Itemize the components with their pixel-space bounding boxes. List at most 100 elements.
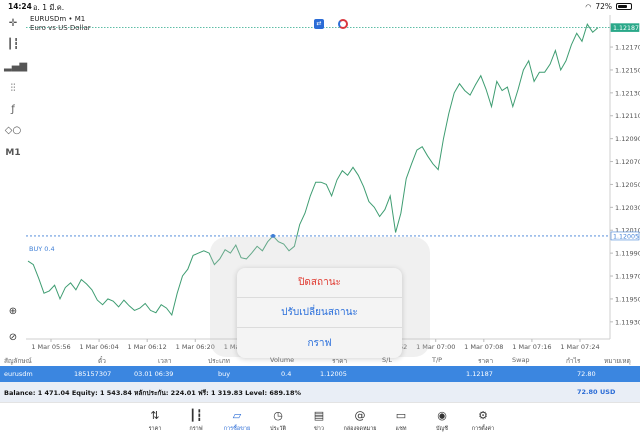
balance-summary: Balance: 1 471.04 Equity: 1 543.84 หลักป… <box>4 389 301 397</box>
battery-icon <box>616 3 632 10</box>
symbol-description: Euro vs US Dollar <box>30 24 91 32</box>
row-type: buy <box>218 370 231 378</box>
col-swap[interactable]: Swap <box>512 356 530 364</box>
x-tick-label: 1 Mar 06:12 <box>128 343 167 351</box>
tab-chat-label: แชท <box>395 426 407 432</box>
news-icon: ▤ <box>313 409 325 422</box>
y-tick-label: 1.12170 <box>615 44 640 52</box>
tab-settings[interactable]: ⚙ การตั้งค่า <box>463 409 503 433</box>
col-symbol[interactable]: สัญลักษณ์ <box>4 357 32 365</box>
one-click-trading-icon[interactable]: ⇄ <box>314 19 324 29</box>
arrows-updown-icon: ⇅ <box>150 409 160 422</box>
y-tick-label: 1.11930 <box>615 318 640 326</box>
chat-icon: ▭ <box>395 409 407 422</box>
tab-mailbox-label: กล่องจดหมาย <box>343 426 377 432</box>
current-price-tag: 1.12187 <box>613 25 639 32</box>
row-current-price: 1.12187 <box>466 370 493 378</box>
battery-fill <box>618 5 627 8</box>
tab-mailbox[interactable]: @ กล่องจดหมาย <box>340 409 380 433</box>
row-time: 03.01 06:39 <box>134 370 174 378</box>
candlestick-icon: ┃┇ <box>189 409 203 422</box>
col-sl[interactable]: S/L <box>382 356 392 364</box>
function-icon[interactable]: ƒ <box>11 104 15 115</box>
row-ticket: 185157307 <box>74 370 112 378</box>
tab-settings-label: การตั้งค่า <box>471 426 495 432</box>
x-tick-label: 1 Mar 07:16 <box>512 343 551 351</box>
position-action-sheet: ปิดสถานะ ปรับเปลี่ยนสถานะ กราฟ <box>237 268 402 358</box>
timeframe-m1-button[interactable]: M1 <box>5 148 21 158</box>
chart-top-icons: ⇄ <box>314 19 348 29</box>
status-time: 14:24 <box>8 2 32 11</box>
y-tick-label: 1.11970 <box>615 273 640 281</box>
x-tick-label: 1 Mar 05:56 <box>31 343 70 351</box>
y-tick-label: 1.12010 <box>615 227 640 235</box>
tab-news-label: ข่าว <box>314 426 324 432</box>
col-time[interactable]: เวลา <box>158 357 172 365</box>
history-icon: ◷ <box>273 409 283 422</box>
tab-quotes[interactable]: ⇅ ราคา <box>135 409 175 433</box>
col-comment[interactable]: หมายเหตุ <box>604 357 631 365</box>
bottom-tab-bar: ⇅ ราคา ┃┇ กราฟ ▱ การซื้อขาย ◷ ประวัติ ▤ … <box>0 402 640 447</box>
col-current-price[interactable]: ราคา <box>478 357 494 365</box>
battery-percent: 72% <box>595 2 612 11</box>
account-icon: ◉ <box>437 409 447 422</box>
status-right: ◠ 72% <box>585 2 632 11</box>
close-position-button[interactable]: ปิดสถานะ <box>237 268 402 298</box>
account-currency: USD <box>600 388 616 396</box>
chart-toolbar: ✛ ┃┇ ▂▄▆ ⫶⫶ ƒ ◇○ M1 ⊕ ⊘ <box>0 13 28 353</box>
x-tick-label: 1 Mar 06:20 <box>176 343 215 351</box>
symbol-title: EURUSDm • M1 <box>30 15 86 23</box>
positions-table-header: สัญลักษณ์ ตั๋ว เวลา ประเภท Volume ราคา S… <box>0 353 640 366</box>
candlestick-type-icon[interactable]: ┃┇ <box>6 39 20 50</box>
crosshair-icon[interactable]: ✛ <box>8 18 18 29</box>
total-profit: 72.80 <box>577 388 598 396</box>
status-bar: 14:24 อ. 1 มี.ค. ◠ 72% <box>0 0 640 13</box>
col-open-price[interactable]: ราคา <box>332 357 348 365</box>
position-row[interactable]: eurusdm 185157307 03.01 06:39 buy 0.4 1.… <box>0 366 640 382</box>
trade-chart-icon: ▱ <box>232 409 242 422</box>
trade-panel-icon[interactable]: ⊘ <box>8 332 18 343</box>
buy-entry-marker <box>271 233 276 238</box>
tab-trade-label: การซื้อขาย <box>223 426 251 432</box>
chart-zoom-icon[interactable]: ⊕ <box>8 306 18 317</box>
market-indicator-icon[interactable] <box>338 19 348 29</box>
status-date: อ. 1 มี.ค. <box>33 3 65 12</box>
tab-trade[interactable]: ▱ การซื้อขาย <box>217 409 257 433</box>
open-chart-button[interactable]: กราฟ <box>237 328 402 358</box>
col-type[interactable]: ประเภท <box>208 357 230 365</box>
col-profit[interactable]: กำไร <box>566 357 581 365</box>
y-tick-label: 1.12130 <box>615 89 640 97</box>
y-tick-label: 1.11990 <box>615 250 640 258</box>
wifi-icon: ◠ <box>585 2 592 11</box>
bar-chart-icon[interactable]: ▂▄▆ <box>4 61 28 72</box>
tab-chat[interactable]: ▭ แชท <box>381 409 421 433</box>
x-tick-label: 1 Mar 06:04 <box>79 343 118 351</box>
tab-charts-label: กราฟ <box>189 426 203 432</box>
row-volume: 0.4 <box>281 370 292 378</box>
y-tick-label: 1.11950 <box>615 295 640 303</box>
row-symbol: eurusdm <box>4 370 33 378</box>
tab-history[interactable]: ◷ ประวัติ <box>258 409 298 433</box>
tab-account-label: บัญชี <box>436 426 448 432</box>
col-tp[interactable]: T/P <box>432 356 443 364</box>
buy-position-label: BUY 0.4 <box>29 245 55 253</box>
tab-charts[interactable]: ┃┇ กราฟ <box>176 409 216 433</box>
mail-at-icon: @ <box>354 409 366 422</box>
y-tick-label: 1.12110 <box>615 112 640 120</box>
price-series-line <box>27 23 599 317</box>
tab-account[interactable]: ◉ บัญชี <box>422 409 462 433</box>
tab-news[interactable]: ▤ ข่าว <box>299 409 339 433</box>
tab-history-label: ประวัติ <box>269 426 287 432</box>
balance-bar: Balance: 1 471.04 Equity: 1 543.84 หลักป… <box>0 382 640 402</box>
buy-price-tag-box <box>610 231 640 241</box>
current-price-tag-box <box>610 23 640 32</box>
objects-shapes-icon[interactable]: ◇○ <box>4 125 22 136</box>
col-volume[interactable]: Volume <box>270 356 295 364</box>
modify-position-button[interactable]: ปรับเปลี่ยนสถานะ <box>237 298 402 328</box>
row-open-price: 1.12005 <box>320 370 347 378</box>
y-tick-label: 1.12070 <box>615 158 640 166</box>
y-tick-label: 1.12090 <box>615 135 640 143</box>
indicators-icon[interactable]: ⫶⫶ <box>10 83 16 94</box>
col-ticket[interactable]: ตั๋ว <box>98 357 106 365</box>
row-profit: 72.80 <box>577 370 596 378</box>
